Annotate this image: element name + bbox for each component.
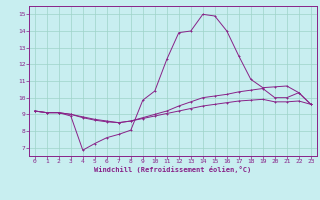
X-axis label: Windchill (Refroidissement éolien,°C): Windchill (Refroidissement éolien,°C) [94,166,252,173]
